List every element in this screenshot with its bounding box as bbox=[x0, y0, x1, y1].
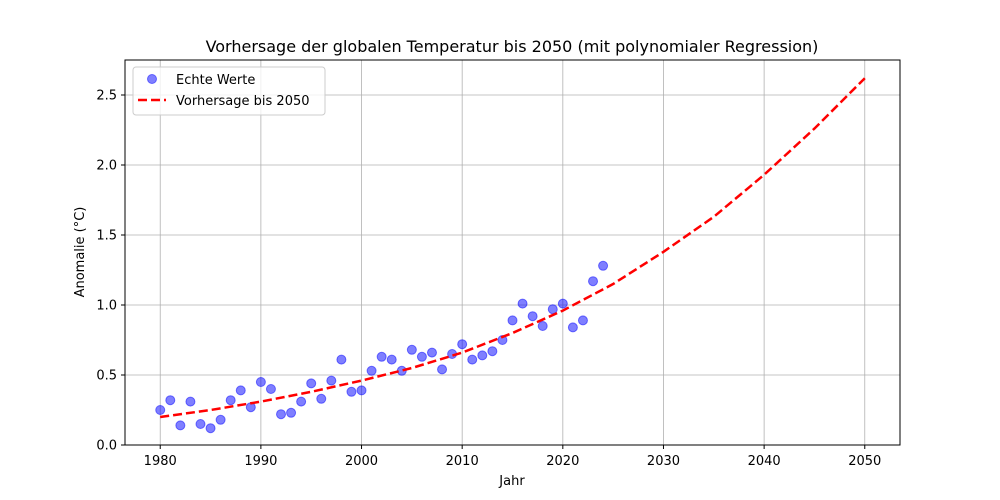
scatter-point bbox=[386, 354, 397, 365]
scatter-point bbox=[346, 386, 357, 397]
scatter-point bbox=[235, 385, 246, 396]
scatter-point bbox=[296, 396, 307, 407]
y-tick-label: 0.0 bbox=[96, 439, 117, 454]
y-tick-label: 1.0 bbox=[96, 299, 117, 314]
scatter-point bbox=[487, 346, 498, 357]
y-tick-label: 2.0 bbox=[96, 159, 117, 174]
scatter-point bbox=[326, 375, 337, 386]
scatter-point bbox=[416, 351, 427, 362]
scatter-point bbox=[376, 351, 387, 362]
scatter-point bbox=[537, 321, 548, 331]
legend-label: Vorhersage bis 2050 bbox=[176, 94, 310, 109]
scatter-point bbox=[225, 395, 236, 406]
scatter-point bbox=[588, 276, 599, 287]
scatter-point bbox=[316, 393, 327, 404]
scatter-point bbox=[276, 409, 287, 420]
scatter-point bbox=[205, 423, 216, 434]
axes: 1980 1990 2000 2010 2020 2030 2040 2050 0.0 0.5 1.… bbox=[96, 89, 881, 470]
scatter-point bbox=[426, 347, 437, 358]
scatter-point bbox=[195, 419, 206, 429]
scatter-point bbox=[497, 335, 508, 345]
scatter-point bbox=[175, 420, 186, 431]
scatter-point bbox=[547, 304, 558, 315]
scatter-point bbox=[598, 260, 609, 271]
plot-series bbox=[155, 77, 866, 434]
scatter-point bbox=[517, 298, 528, 309]
x-tick-label: 2040 bbox=[748, 454, 781, 469]
scatter-point bbox=[527, 311, 538, 322]
y-axis-label: Anomalie (°C) bbox=[73, 207, 88, 298]
scatter-point bbox=[165, 395, 176, 406]
scatter-point bbox=[336, 354, 347, 365]
y-tick-label: 1.5 bbox=[96, 229, 117, 244]
y-tick-label: 2.5 bbox=[96, 89, 117, 104]
x-tick-label: 2000 bbox=[345, 454, 378, 469]
scatter-point bbox=[306, 378, 317, 389]
legend-marker-scatter bbox=[147, 74, 157, 84]
x-tick-label: 2010 bbox=[446, 454, 479, 469]
x-tick-label: 2030 bbox=[647, 454, 680, 469]
scatter-point bbox=[467, 354, 478, 365]
scatter-point bbox=[265, 384, 276, 394]
scatter-point bbox=[577, 315, 588, 326]
legend-box bbox=[132, 66, 326, 116]
scatter-point bbox=[557, 298, 568, 309]
y-tick-label: 0.5 bbox=[96, 369, 117, 384]
scatter-point bbox=[477, 350, 488, 361]
scatter-point bbox=[215, 414, 226, 425]
scatter-point bbox=[356, 385, 367, 396]
scatter-point bbox=[255, 377, 266, 387]
scatter-point bbox=[185, 396, 196, 407]
x-tick-label: 1980 bbox=[144, 454, 177, 469]
scatter-point bbox=[286, 407, 297, 418]
scatter-point bbox=[567, 322, 578, 333]
prediction-line bbox=[160, 77, 866, 419]
plot-frame bbox=[124, 59, 901, 446]
x-tick-label: 2050 bbox=[848, 454, 881, 469]
scatter-point bbox=[155, 405, 166, 415]
chart-title: Vorhersage der globalen Temperatur bis 2… bbox=[206, 37, 819, 56]
x-tick-label: 1990 bbox=[244, 454, 277, 469]
scatter-point bbox=[437, 364, 448, 375]
scatter-point bbox=[366, 365, 377, 376]
scatter-point bbox=[457, 339, 468, 350]
legend: Echte Werte Vorhersage bis 2050 bbox=[132, 66, 326, 116]
scatter-point bbox=[507, 315, 518, 326]
x-tick-label: 2020 bbox=[546, 454, 579, 469]
legend-label: Echte Werte bbox=[176, 73, 255, 88]
scatter-point bbox=[406, 344, 417, 355]
x-axis-label: Jahr bbox=[498, 474, 525, 489]
